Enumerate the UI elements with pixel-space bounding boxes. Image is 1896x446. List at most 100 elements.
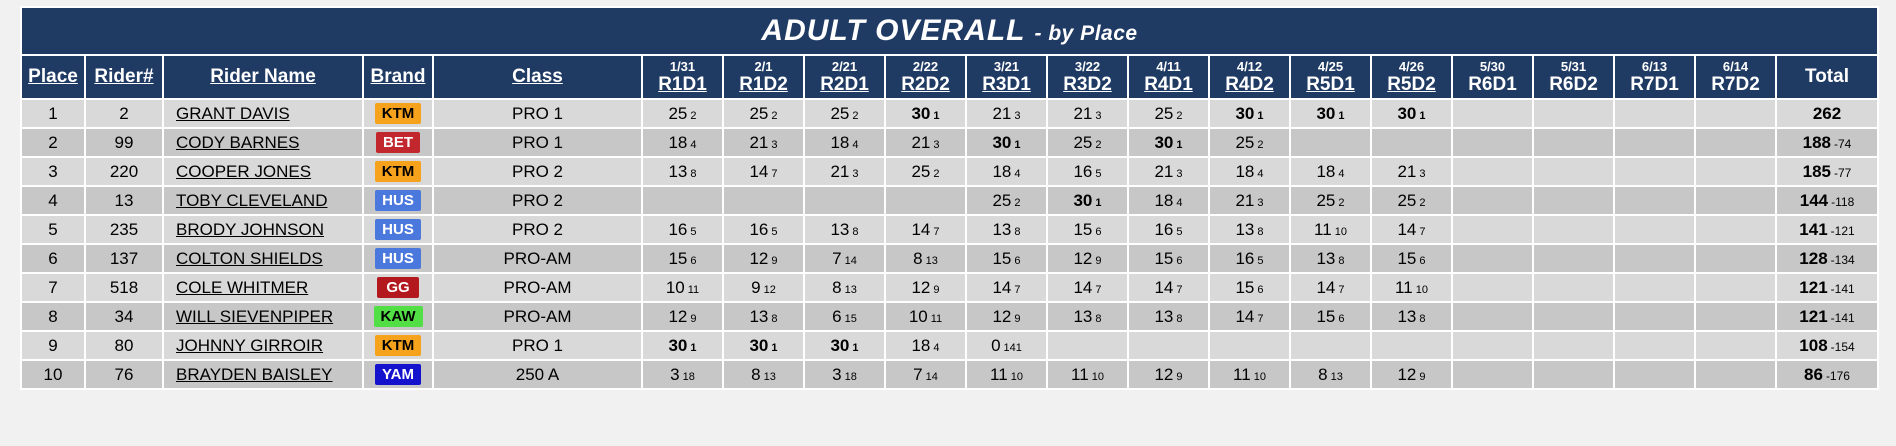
- points-deficit: -74: [1834, 136, 1852, 151]
- score-position: 3: [1095, 109, 1102, 122]
- score-position: 2: [1095, 138, 1102, 151]
- score-position: 3: [852, 167, 859, 180]
- score-position: 8: [1338, 254, 1345, 267]
- score-points: 8: [1318, 364, 1328, 384]
- round-code-link[interactable]: R5D2: [1387, 74, 1436, 95]
- rider-name-link[interactable]: BRAYDEN BAISLEY: [176, 364, 333, 384]
- rider-name-link[interactable]: BRODY JOHNSON: [176, 219, 324, 239]
- rider-name-link[interactable]: GRANT DAVIS: [176, 103, 290, 123]
- score-cell: 0 141: [965, 330, 1048, 361]
- score-cell: 18 4: [1127, 185, 1210, 216]
- round-code-link[interactable]: R4D2: [1225, 74, 1274, 95]
- score-position: 1: [852, 341, 859, 354]
- round-code-link[interactable]: R1D2: [739, 74, 788, 95]
- score-cell: 30 1: [1208, 98, 1291, 129]
- rider-name-link[interactable]: COLE WHITMER: [176, 277, 309, 297]
- score-position: 10: [1091, 370, 1104, 383]
- rider-name-cell: COLE WHITMER: [162, 272, 364, 303]
- rider-name-link[interactable]: COOPER JONES: [176, 161, 312, 181]
- round-code-link[interactable]: R3D1: [982, 74, 1031, 95]
- score-points: 21: [830, 161, 850, 181]
- round-header-r6d1: 5/30 R6D1: [1451, 54, 1534, 100]
- rider-name-link[interactable]: WILL SIEVENPIPER: [176, 306, 334, 326]
- score-position: 3: [1176, 167, 1183, 180]
- column-header-class[interactable]: Class: [432, 54, 643, 100]
- column-header-row: Place Rider# Rider Name Brand Class 1/31…: [20, 54, 1879, 100]
- score-points: 16: [668, 219, 688, 239]
- score-cell: 15 6: [965, 243, 1048, 274]
- rider-name-link[interactable]: JOHNNY GIRROIR: [176, 335, 324, 355]
- score-cell: 14 7: [1127, 272, 1210, 303]
- class-cell: PRO 1: [432, 98, 643, 129]
- score-position: 6: [1014, 254, 1021, 267]
- score-points: 18: [992, 161, 1012, 181]
- place-cell: 5: [20, 214, 86, 245]
- round-code-link[interactable]: R2D1: [820, 74, 869, 95]
- score-cell: [1613, 330, 1696, 361]
- score-points: 0: [991, 335, 1001, 355]
- score-cell: [1127, 330, 1210, 361]
- score-points: 21: [1073, 103, 1093, 123]
- class-cell: PRO 1: [432, 127, 643, 158]
- score-position: 2: [933, 167, 940, 180]
- score-position: 9: [1014, 312, 1021, 325]
- rider-name-link[interactable]: CODY BARNES: [176, 132, 300, 152]
- column-header-place[interactable]: Place: [20, 54, 86, 100]
- score-points: 25: [1073, 132, 1093, 152]
- score-cell: 8 13: [722, 359, 805, 390]
- rider-number-cell: 80: [84, 330, 164, 361]
- brand-badge: HUS: [375, 219, 421, 240]
- score-cell: 12 9: [965, 301, 1048, 332]
- score-points: 16: [749, 219, 769, 239]
- rider-name-link[interactable]: COLTON SHIELDS: [176, 248, 323, 268]
- score-cell: 10 11: [884, 301, 967, 332]
- score-cell: 14 7: [1208, 301, 1291, 332]
- column-header-rider-name[interactable]: Rider Name: [162, 54, 364, 100]
- round-code-link[interactable]: R1D1: [658, 74, 707, 95]
- score-cell: 15 6: [1127, 243, 1210, 274]
- round-code-link[interactable]: R5D1: [1306, 74, 1355, 95]
- score-position: 2: [852, 109, 859, 122]
- round-header-r7d1: 6/13 R7D1: [1613, 54, 1696, 100]
- score-points: 12: [668, 306, 688, 326]
- score-cell: 21 3: [1127, 156, 1210, 187]
- total-points: 185: [1802, 161, 1832, 181]
- round-date-label: 3/21: [993, 59, 1020, 74]
- score-position: 8: [771, 312, 778, 325]
- column-header-brand[interactable]: Brand: [362, 54, 434, 100]
- round-code-link[interactable]: R4D1: [1144, 74, 1193, 95]
- score-cell: 30 1: [641, 330, 724, 361]
- score-cell: 12 9: [1127, 359, 1210, 390]
- score-cell: 12 9: [641, 301, 724, 332]
- score-points: 25: [830, 103, 850, 123]
- brand-cell: HUS: [362, 243, 434, 274]
- rider-name-cell: GRANT DAVIS: [162, 98, 364, 129]
- rider-number-cell: 76: [84, 359, 164, 390]
- score-points: 8: [751, 364, 761, 384]
- rider-name-link[interactable]: TOBY CLEVELAND: [176, 190, 328, 210]
- score-points: 25: [749, 103, 769, 123]
- column-header-rider-number[interactable]: Rider#: [84, 54, 164, 100]
- score-position: 1: [1014, 138, 1021, 151]
- score-points: 13: [830, 219, 850, 239]
- round-code-link[interactable]: R3D2: [1063, 74, 1112, 95]
- class-cell: PRO 2: [432, 185, 643, 216]
- table-row: 1 2 GRANT DAVIS KTM PRO 1 25 2 25 2 25 2 30 1 21 3 21 3 2…: [20, 98, 1879, 129]
- score-points: 30: [1073, 190, 1093, 210]
- round-date-label: 4/25: [1317, 59, 1344, 74]
- brand-badge: HUS: [375, 248, 421, 269]
- score-cell: 15 6: [641, 243, 724, 274]
- score-points: 14: [1397, 219, 1417, 239]
- rider-number-cell: 13: [84, 185, 164, 216]
- score-position: 8: [1095, 312, 1102, 325]
- brand-cell: YAM: [362, 359, 434, 390]
- rider-number-cell: 99: [84, 127, 164, 158]
- score-points: 15: [992, 248, 1012, 268]
- score-cell: [1694, 243, 1777, 274]
- score-points: 25: [1235, 132, 1255, 152]
- round-header-r3d2: 3/22 R3D2: [1046, 54, 1129, 100]
- column-header-total: Total: [1775, 54, 1879, 100]
- score-points: 30: [992, 132, 1012, 152]
- score-position: 9: [1419, 370, 1426, 383]
- round-code-link[interactable]: R2D2: [901, 74, 950, 95]
